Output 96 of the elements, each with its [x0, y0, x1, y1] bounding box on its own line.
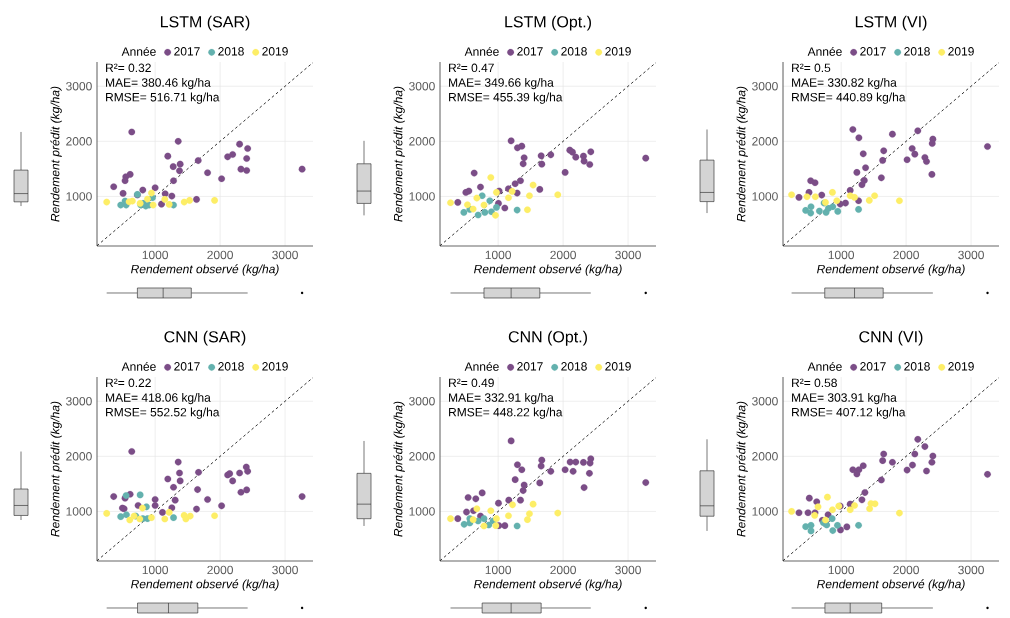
y-tick-label: 2000 [409, 137, 435, 146]
legend-title: Année [807, 361, 842, 371]
legend-label: 2018 [218, 362, 244, 371]
y-axis-title: Rendement prédit (kg/ha) [50, 86, 62, 222]
annotation: MAE= 380.46 kg/ha [106, 77, 211, 90]
annotation: RMSE= 552.52 kg/ha [106, 407, 220, 419]
legend-label: 2017 [174, 362, 200, 371]
y-tick-label: 2000 [752, 137, 778, 146]
y-tick-label: 3000 [409, 396, 435, 406]
x-tick-label: 3000 [615, 565, 641, 575]
x-tick-label: 3000 [958, 250, 984, 260]
y-tick-label: 3000 [66, 81, 92, 91]
annotation: RMSE= 448.22 kg/ha [449, 407, 563, 419]
annotation: RMSE= 516.71 kg/ha [106, 92, 220, 104]
chart-title: LSTM (Opt.) [505, 15, 591, 31]
x-tick-label: 2000 [207, 250, 233, 260]
annotation: RMSE= 407.12 kg/ha [792, 407, 906, 419]
y-tick-label: 1000 [409, 507, 435, 516]
y-axis-title: Rendement prédit (kg/ha) [736, 86, 748, 222]
chart-title: CNN (SAR) [164, 330, 246, 346]
y-tick-label: 1000 [66, 507, 92, 516]
legend-title: Année [464, 46, 499, 56]
x-tick-label: 1000 [142, 250, 169, 260]
legend-label: 2019 [605, 362, 631, 371]
annotation: RMSE= 440.89 kg/ha [792, 92, 906, 104]
x-tick-label: 1000 [485, 565, 512, 575]
y-tick-label: 3000 [752, 396, 778, 406]
x-tick-label: 1000 [142, 565, 169, 575]
x-axis-title: Rendement observé (kg/ha) [131, 579, 279, 591]
y-tick-label: 1000 [66, 192, 92, 201]
legend-title: Année [807, 46, 842, 56]
annotation: RMSE= 455.39 kg/ha [449, 92, 563, 104]
x-tick-label: 2000 [550, 565, 576, 575]
x-tick-label: 1000 [485, 250, 512, 260]
legend-label: 2017 [517, 47, 543, 56]
y-tick-label: 3000 [409, 81, 435, 91]
legend-label: 2018 [904, 362, 930, 371]
chart-title: CNN (Opt.) [508, 330, 587, 346]
legend-label: 2019 [948, 362, 974, 371]
legend-label: 2017 [174, 47, 200, 56]
y-tick-label: 1000 [409, 192, 435, 201]
x-tick-label: 3000 [958, 565, 984, 575]
legend-label: 2019 [605, 47, 631, 56]
x-tick-label: 3000 [615, 250, 641, 260]
x-axis-title: Rendement observé (kg/ha) [474, 579, 622, 591]
y-tick-label: 3000 [66, 396, 92, 406]
annotation: R²= 0.47 [449, 63, 494, 73]
y-tick-label: 2000 [752, 452, 778, 461]
annotation: R²= 0.22 [106, 378, 151, 388]
x-tick-label: 1000 [828, 250, 855, 260]
x-tick-label: 2000 [893, 565, 919, 575]
annotation: MAE= 332.91 kg/ha [449, 392, 554, 405]
x-tick-label: 2000 [550, 250, 576, 260]
chart-title: LSTM (SAR) [160, 15, 250, 31]
x-tick-label: 2000 [893, 250, 919, 260]
legend-label: 2018 [218, 47, 244, 56]
annotation: R²= 0.32 [106, 63, 151, 73]
annotation: R²= 0.58 [792, 378, 837, 388]
x-axis-title: Rendement observé (kg/ha) [817, 264, 965, 276]
y-axis-title: Rendement prédit (kg/ha) [393, 401, 405, 537]
annotation: MAE= 303.91 kg/ha [792, 392, 897, 405]
legend-label: 2018 [561, 362, 587, 371]
legend-label: 2018 [561, 47, 587, 56]
legend-title: Année [464, 361, 499, 371]
legend-label: 2018 [904, 47, 930, 56]
y-axis-title: Rendement prédit (kg/ha) [50, 401, 62, 537]
y-tick-label: 3000 [752, 81, 778, 91]
x-axis-title: Rendement observé (kg/ha) [474, 264, 622, 276]
y-tick-label: 2000 [66, 137, 92, 146]
legend-label: 2017 [517, 362, 543, 371]
legend-title: Année [121, 46, 156, 56]
legend-label: 2019 [262, 362, 288, 371]
y-tick-label: 1000 [752, 507, 778, 516]
chart-title: CNN (VI) [859, 330, 923, 346]
x-tick-label: 2000 [207, 565, 233, 575]
y-tick-label: 1000 [752, 192, 778, 201]
annotation: R²= 0.49 [449, 378, 494, 388]
y-tick-label: 2000 [409, 452, 435, 461]
y-tick-label: 2000 [66, 452, 92, 461]
annotation: MAE= 330.82 kg/ha [792, 77, 897, 90]
x-axis-title: Rendement observé (kg/ha) [131, 264, 279, 276]
annotation: MAE= 349.66 kg/ha [449, 77, 554, 90]
legend-label: 2017 [860, 47, 886, 56]
x-tick-label: 1000 [828, 565, 855, 575]
legend-label: 2019 [262, 47, 288, 56]
legend-label: 2017 [860, 362, 886, 371]
legend-title: Année [121, 361, 156, 371]
annotation: MAE= 418.06 kg/ha [106, 392, 211, 405]
annotation: R²= 0.5 [792, 63, 831, 73]
x-tick-label: 3000 [272, 565, 298, 575]
y-axis-title: Rendement prédit (kg/ha) [393, 86, 405, 222]
x-axis-title: Rendement observé (kg/ha) [817, 579, 965, 591]
legend-label: 2019 [948, 47, 974, 56]
chart-title: LSTM (VI) [855, 15, 927, 31]
x-tick-label: 3000 [272, 250, 298, 260]
y-axis-title: Rendement prédit (kg/ha) [736, 401, 748, 537]
